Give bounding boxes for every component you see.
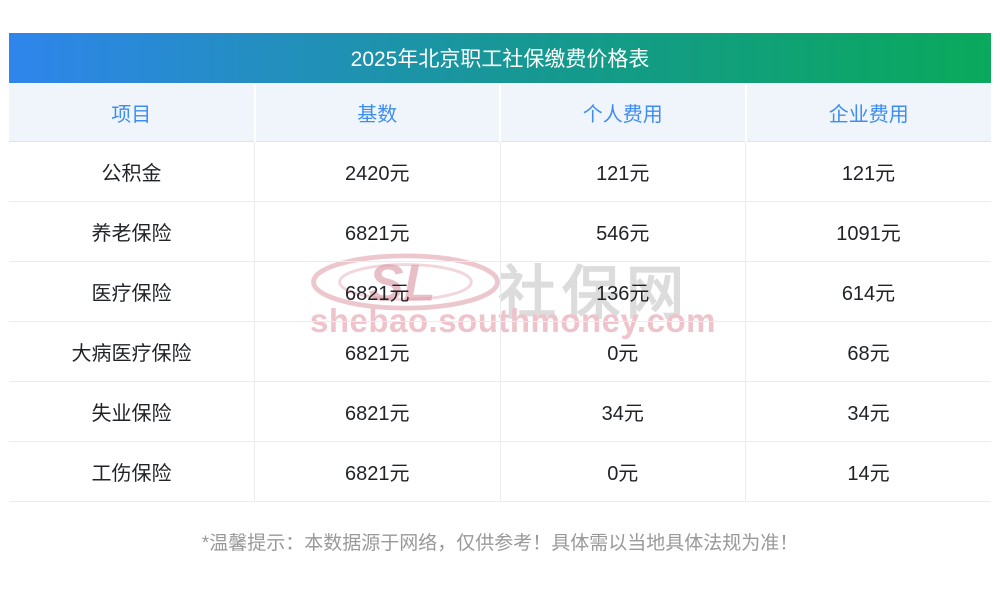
table-row: 大病医疗保险 6821元 0元 68元 [9,321,991,382]
price-table: 项目 基数 个人费用 企业费用 公积金 2420元 121元 121元 养老保险… [9,84,991,502]
table-cell: 医疗保险 [9,261,255,322]
price-table-card: 2025年北京职工社保缴费价格表 项目 基数 个人费用 企业费用 公积金 242… [9,33,991,502]
table-row: 公积金 2420元 121元 121元 [9,141,991,202]
table-cell: 6821元 [254,261,500,322]
table-cell: 68元 [745,321,991,382]
table-title-bar: 2025年北京职工社保缴费价格表 [9,33,991,83]
table-row: 养老保险 6821元 546元 1091元 [9,201,991,262]
table-cell: 6821元 [254,381,500,442]
table-cell: 6821元 [254,441,500,502]
table-cell: 14元 [745,441,991,502]
table-cell: 34元 [499,381,746,442]
table-cell: 0元 [499,321,746,382]
table-cell: 6821元 [254,201,500,262]
column-header-employer-fee: 企业费用 [744,84,991,142]
table-cell: 2420元 [254,141,500,202]
table-cell: 614元 [745,261,991,322]
table-cell: 546元 [499,201,746,262]
column-header-base: 基数 [253,84,500,142]
table-cell: 失业保险 [9,381,255,442]
column-header-personal-fee: 个人费用 [499,84,746,142]
table-cell: 公积金 [9,141,255,202]
table-title: 2025年北京职工社保缴费价格表 [350,48,650,71]
table-cell: 工伤保险 [9,441,255,502]
disclaimer-note: *温馨提示：本数据源于网络，仅供参考！具体需以当地具体法规为准！ [201,532,799,554]
table-cell: 6821元 [254,321,500,382]
table-row: 医疗保险 6821元 136元 614元 [9,261,991,322]
header-row: 项目 基数 个人费用 企业费用 [9,84,991,142]
table-cell: 0元 [499,441,746,502]
table-row: 工伤保险 6821元 0元 14元 [9,441,991,502]
table-row: 失业保险 6821元 34元 34元 [9,381,991,442]
table-cell: 121元 [745,141,991,202]
table-cell: 136元 [499,261,746,322]
column-header-item: 项目 [9,84,255,142]
table-cell: 1091元 [745,201,991,262]
table-cell: 养老保险 [9,201,255,262]
table-cell: 34元 [745,381,991,442]
table-cell: 大病医疗保险 [9,321,255,382]
table-cell: 121元 [499,141,746,202]
